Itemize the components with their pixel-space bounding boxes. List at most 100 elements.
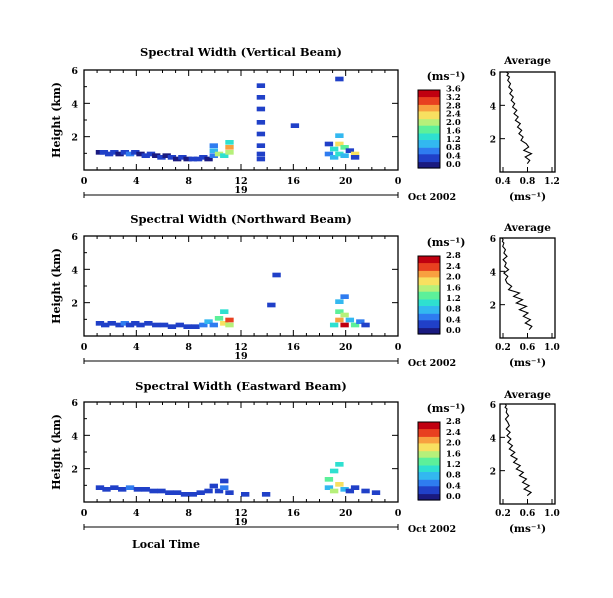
- colorbar-segment: [418, 475, 440, 478]
- colorbar-segment: [418, 287, 440, 290]
- y-tick-label: 4: [71, 265, 78, 276]
- data-cell: [157, 155, 166, 160]
- colorbar-segment: [418, 99, 440, 101]
- data-cell: [99, 150, 109, 155]
- data-cell: [162, 153, 171, 158]
- y-axis-label: Height (km): [50, 248, 63, 324]
- date-label: Oct 2002: [408, 358, 456, 369]
- average-title: Average: [503, 389, 551, 401]
- data-cell: [340, 294, 349, 299]
- colorbar-segment: [418, 259, 440, 262]
- data-cell: [165, 490, 174, 495]
- x-tick-label: 12: [234, 176, 247, 187]
- data-cell: [256, 83, 266, 88]
- colorbar-segment: [418, 134, 440, 137]
- data-cell: [120, 321, 130, 326]
- data-cell: [104, 151, 114, 157]
- colorbar-frame: [417, 255, 441, 335]
- data-cell: [220, 153, 229, 158]
- data-cell: [329, 155, 339, 160]
- average-line: [501, 237, 533, 331]
- data-cell: [324, 485, 334, 490]
- x-tick-label: 8: [185, 342, 192, 353]
- colorbar-segment: [418, 164, 440, 166]
- colorbar-segment: [418, 280, 440, 283]
- heatmap-panel-3: Spectral Width (Eastward Beam)0 4 8 12 16 20 0…: [50, 379, 465, 535]
- data-cell: [340, 322, 349, 328]
- panel-title: Spectral Width (Vertical Beam): [140, 45, 342, 59]
- colorbar-segment: [418, 258, 440, 261]
- colorbar-segment: [418, 330, 440, 332]
- colorbar-segment: [418, 296, 440, 299]
- data-cell: [225, 150, 234, 155]
- colorbar-segment: [418, 160, 440, 163]
- data-cell: [335, 76, 344, 82]
- colorbar-tick-label: 0.0: [446, 326, 461, 336]
- colorbar-segment: [418, 151, 440, 153]
- colorbar-segment: [418, 152, 440, 155]
- data-cell: [131, 150, 140, 155]
- colorbar-segment: [418, 161, 440, 164]
- average-x-tick-label: 0.8: [520, 177, 536, 187]
- data-cell: [188, 156, 198, 162]
- data-cell: [141, 487, 150, 492]
- data-cell: [133, 487, 143, 492]
- data-cell: [199, 155, 208, 160]
- x-tick-label: 16: [287, 508, 301, 519]
- data-cell: [350, 322, 360, 328]
- panel-title: Spectral Width (Northward Beam): [130, 212, 352, 226]
- x-tick-label: 0: [81, 176, 88, 187]
- data-cell: [204, 319, 213, 324]
- x-axis-title: Local Time: [132, 538, 200, 551]
- colorbar-segment: [418, 451, 440, 454]
- colorbar-segment: [418, 442, 440, 445]
- average-x-tick-label: 0.2: [495, 509, 511, 519]
- y-axis-label: Height (km): [50, 414, 63, 490]
- average-x-label: (ms⁻¹): [509, 191, 546, 203]
- data-cell: [125, 485, 135, 490]
- data-cell: [180, 492, 190, 497]
- colorbar-tick-label: 3.2: [446, 93, 461, 103]
- average-x-tick-label: 0.2: [495, 343, 511, 353]
- x-tick-label: 8: [185, 508, 192, 519]
- average-x-tick-label: 0.6: [520, 509, 536, 519]
- colorbar-segment: [418, 116, 440, 118]
- colorbar-segment: [418, 285, 440, 288]
- colorbar-segment: [418, 276, 440, 279]
- colorbar-tick-label: 0.8: [446, 471, 461, 481]
- average-title: Average: [503, 222, 551, 234]
- colorbar-segment: [418, 477, 440, 480]
- colorbar-segment: [418, 444, 440, 446]
- colorbar-segment: [418, 266, 440, 269]
- colorbar-segment: [418, 143, 440, 146]
- colorbar-segment: [418, 453, 440, 456]
- colorbar-segment: [418, 108, 440, 111]
- colorbar-segment: [418, 270, 440, 273]
- colorbar-segment: [418, 145, 440, 148]
- data-cell: [335, 151, 344, 157]
- data-cell: [196, 490, 205, 495]
- average-x-tick-label: 0.6: [520, 343, 536, 353]
- colorbar-segment: [418, 466, 440, 469]
- colorbar-segment: [418, 467, 440, 470]
- y-tick-label: 2: [71, 133, 78, 144]
- colorbar-segment: [418, 483, 440, 485]
- colorbar-segment: [418, 441, 440, 444]
- colorbar-segment: [418, 113, 440, 116]
- colorbar-segment: [418, 97, 440, 100]
- data-cell: [95, 485, 105, 490]
- data-cell: [256, 95, 266, 100]
- colorbar-tick-label: 1.6: [446, 283, 461, 293]
- average-title: Average: [503, 55, 551, 67]
- data-cell: [214, 316, 224, 321]
- data-cell: [290, 123, 300, 128]
- data-cell: [191, 324, 200, 329]
- x-tick-label: 0: [81, 342, 88, 353]
- colorbar-segment: [418, 147, 440, 150]
- colorbar-segment: [418, 437, 440, 440]
- colorbar-segment: [418, 449, 440, 452]
- data-cell: [136, 322, 145, 328]
- colorbar-segment: [418, 257, 440, 260]
- data-cell: [225, 322, 234, 328]
- colorbar-segment: [418, 297, 440, 300]
